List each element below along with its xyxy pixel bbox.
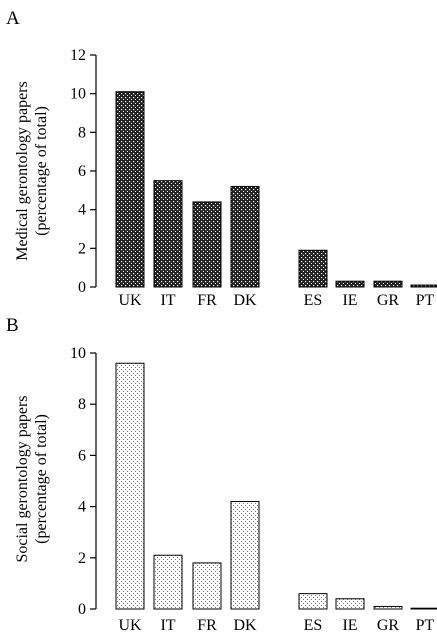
category-label-fr: FR <box>197 617 217 634</box>
panel-b-bars <box>115 362 437 610</box>
panel-b-axis: 0 2 4 6 8 10 <box>70 345 97 618</box>
panel-b-letter: B <box>6 315 19 336</box>
panel-a-chart: A Medical gerontology papers (percentage… <box>6 8 437 309</box>
panel-a-ylabel-line2: (percentage of total) <box>33 106 50 236</box>
bar-pt <box>410 284 437 288</box>
panel-b-ylabel-line1: Social gerontology papers <box>14 395 31 562</box>
category-label-uk: UK <box>118 617 142 634</box>
category-label-fr: FR <box>197 292 217 309</box>
y-tick-label: 8 <box>78 396 86 413</box>
bar-dk <box>230 500 260 610</box>
bar-uk <box>115 91 145 288</box>
category-label-dk: DK <box>233 292 257 309</box>
bar-gr <box>373 280 403 288</box>
panel-b-chart: B Social gerontology papers (percentage … <box>6 315 437 634</box>
category-label-es: ES <box>304 292 323 309</box>
y-tick-label: 4 <box>78 499 86 516</box>
category-label-gr: GR <box>377 292 400 309</box>
bar-es <box>298 593 328 610</box>
bar-ie <box>335 280 365 288</box>
panel-a-category-labels: UK IT FR DK ES IE GR PT <box>118 292 434 309</box>
bar-pt <box>410 607 437 610</box>
y-tick-label: 0 <box>78 279 86 296</box>
y-tick-label: 2 <box>78 550 86 567</box>
y-tick-label: 12 <box>70 47 86 64</box>
bar-it <box>153 554 183 610</box>
category-label-it: IT <box>160 292 175 309</box>
category-label-es: ES <box>304 617 323 634</box>
category-label-gr: GR <box>377 617 400 634</box>
y-tick-label: 0 <box>78 601 86 618</box>
panel-a-letter: A <box>6 8 20 29</box>
panel-a-axis: 0 2 4 6 8 10 12 <box>70 47 97 296</box>
category-label-ie: IE <box>342 292 357 309</box>
panel-a-ylabel-line1: Medical gerontology papers <box>14 81 31 261</box>
category-label-it: IT <box>160 617 175 634</box>
y-tick-label: 4 <box>78 202 86 219</box>
bar-dk <box>230 185 260 288</box>
panel-b-ylabel-line2: (percentage of total) <box>33 414 50 544</box>
panel-a-bars <box>115 91 437 288</box>
bar-es <box>298 249 328 288</box>
bar-uk <box>115 362 145 610</box>
y-tick-label: 2 <box>78 240 86 257</box>
bar-ie <box>335 598 365 610</box>
y-tick-label: 8 <box>78 124 86 141</box>
y-tick-label: 6 <box>78 447 86 464</box>
y-tick-label: 10 <box>70 345 86 362</box>
category-label-dk: DK <box>233 617 257 634</box>
category-label-pt: PT <box>416 617 435 634</box>
category-label-ie: IE <box>342 617 357 634</box>
bar-it <box>153 180 183 288</box>
bar-gr <box>373 605 403 610</box>
bar-fr <box>192 201 222 288</box>
y-tick-label: 6 <box>78 163 86 180</box>
y-tick-label: 10 <box>70 86 86 103</box>
panel-b-category-labels: UK IT FR DK ES IE GR PT <box>118 617 434 634</box>
category-label-uk: UK <box>118 292 142 309</box>
bar-fr <box>192 562 222 610</box>
category-label-pt: PT <box>416 292 435 309</box>
